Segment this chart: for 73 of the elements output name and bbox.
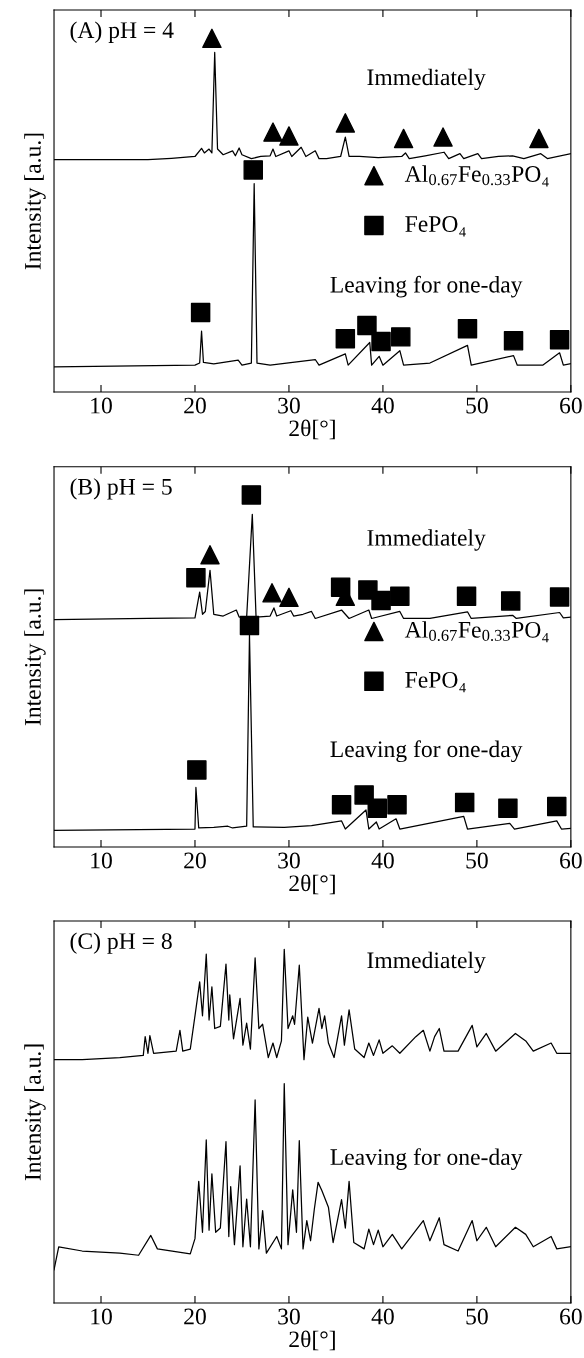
point [457, 318, 478, 339]
legend-label: FePO₄ [405, 671, 466, 693]
point [549, 329, 570, 350]
point [433, 127, 453, 147]
point [241, 485, 262, 505]
x-axis-title: 2θ[°] [289, 874, 335, 895]
x-tick-label: 20 [184, 1308, 206, 1325]
point [547, 796, 567, 817]
annotation: Immediately [367, 951, 486, 974]
x-tick-label: 60 [560, 852, 582, 869]
point [200, 545, 220, 565]
point [354, 785, 374, 805]
y-axis-title: Intensity [a.u.] [24, 133, 46, 270]
x-tick-label: 40 [371, 852, 394, 869]
x-tick-label: 30 [278, 1308, 300, 1325]
x-tick-label: 40 [371, 1308, 394, 1325]
x-axis-title: 2θ[°] [289, 419, 335, 440]
point [371, 331, 391, 352]
point [279, 126, 299, 146]
point [529, 128, 549, 149]
point [393, 128, 414, 149]
x-tick-label: 20 [184, 397, 206, 414]
legend-label: Al$_{0.67}$Fe$_{0.33}$PO₄ [404, 621, 549, 643]
point [503, 331, 524, 351]
point [454, 792, 475, 813]
point [367, 798, 388, 819]
x-tick-label: 60 [560, 397, 582, 414]
point [279, 587, 299, 608]
x-tick-label: 50 [466, 852, 488, 869]
point [456, 586, 477, 607]
point [263, 122, 283, 142]
point [371, 590, 391, 611]
point [549, 587, 570, 607]
annotation: Leaving for one-day [330, 275, 523, 298]
point [187, 760, 207, 780]
point [498, 798, 518, 819]
point [387, 794, 407, 815]
x-tick-label: 10 [91, 1308, 112, 1325]
x-tick-label: 40 [371, 397, 394, 414]
annotation: Leaving for one-day [330, 740, 523, 763]
point [330, 577, 351, 597]
point [390, 586, 410, 607]
annotation: Immediately [367, 529, 486, 551]
chart-title: (C) pH = 8 [70, 932, 172, 954]
x-axis-title: 2θ[°] [289, 1330, 335, 1351]
x-tick-label: 50 [466, 1308, 488, 1325]
point [186, 567, 206, 588]
chart-title: (A) pH = 4 [70, 21, 174, 43]
y-axis-title: Intensity [a.u.] [24, 1044, 46, 1181]
annotation: Immediately [367, 68, 486, 91]
x-tick-label: 30 [278, 852, 300, 869]
point [391, 327, 411, 347]
point [262, 583, 282, 603]
x-tick-label: 30 [278, 397, 300, 414]
x-tick-label: 50 [466, 397, 488, 414]
legend-label: FePO₄ [405, 216, 466, 237]
chart-title: (B) pH = 5 [70, 478, 172, 500]
point [190, 302, 211, 323]
point [202, 28, 222, 49]
x-tick-label: 10 [91, 852, 112, 869]
y-axis-title: Intensity [a.u.] [24, 589, 46, 726]
point [335, 328, 356, 349]
point [239, 615, 260, 636]
point [243, 160, 263, 180]
x-tick-label: 10 [91, 397, 112, 414]
x-tick-label: 20 [184, 852, 206, 869]
legend-label: Al$_{0.67}$Fe$_{0.33}$PO₄ [404, 165, 549, 187]
point [500, 591, 521, 611]
point [335, 113, 356, 133]
point [357, 315, 377, 336]
point [331, 794, 352, 815]
annotation: Leaving for one-day [330, 1148, 523, 1170]
x-tick-label: 60 [560, 1308, 582, 1325]
